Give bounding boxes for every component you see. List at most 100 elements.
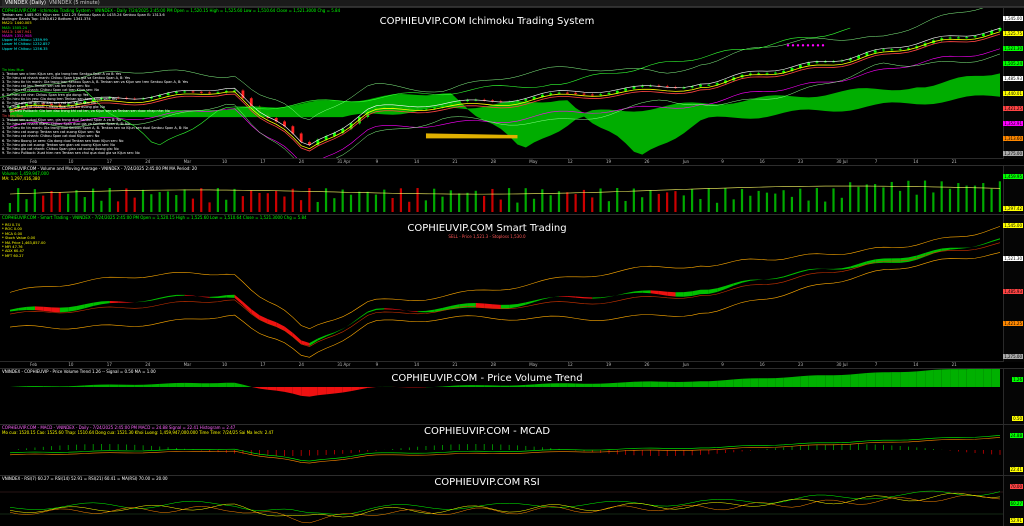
candle-body <box>949 37 952 38</box>
smart-ribbon-segment <box>676 292 684 297</box>
volume-bar <box>125 188 127 212</box>
volume-bar <box>491 189 493 212</box>
smart-values-list: * RSI 0.74* ROC 0.00* MCA 0.00* Stoch Va… <box>2 223 46 258</box>
volume-bar <box>50 191 52 212</box>
smart-ribbon-segment <box>459 303 467 308</box>
smart-ribbon-segment <box>10 308 18 311</box>
smart-ribbon-segment <box>742 280 750 283</box>
ichimoku-watermark: COPHIEUVIP.COM Ichimoku Trading System <box>380 16 595 27</box>
price-axis-label: 1,421.25 <box>1003 106 1023 111</box>
volume-bar <box>799 189 801 212</box>
volume-bar <box>208 202 210 212</box>
pvt-area-segment <box>85 385 93 387</box>
smart-ribbon-segment <box>126 302 134 303</box>
candle-body <box>982 34 985 36</box>
smart-mid-line <box>10 243 1000 347</box>
candle-body <box>707 85 710 86</box>
smart-ribbon-segment <box>517 302 525 307</box>
pvt-area-segment <box>908 371 916 387</box>
candle-body <box>974 36 977 37</box>
pvt-area-segment <box>517 385 525 387</box>
smart-ribbon-segment <box>135 301 143 302</box>
candle-body <box>691 87 694 88</box>
candle-body <box>566 93 569 94</box>
smart-ribbon-segment <box>118 301 126 302</box>
pvt-area-segment <box>468 385 476 387</box>
volume-bar <box>134 198 136 212</box>
smart-trading-panel[interactable]: COPHIEUVIP.COM - Smart Trading - VNINDEX… <box>0 214 1024 362</box>
volume-bar <box>550 195 552 212</box>
volume-bar <box>200 188 202 212</box>
volume-panel[interactable]: COPHIEUVIP.COM - Volume and Moving Avera… <box>0 165 1024 214</box>
volume-bar <box>483 196 485 212</box>
smart-ribbon-segment <box>309 338 317 345</box>
pvt-area-segment <box>750 378 758 387</box>
price-axis-label: 24.88 <box>1010 433 1023 438</box>
pvt-area-segment <box>875 372 883 387</box>
volume-chart[interactable] <box>0 166 1024 214</box>
candle-body <box>200 92 203 93</box>
smart-ribbon-segment <box>226 295 234 298</box>
smart-ribbon-segment <box>609 295 617 297</box>
smart-ribbon-segment <box>426 310 434 313</box>
pvt-panel[interactable]: VNINDEX - COPHIEUVIP - Price Volume Tren… <box>0 368 1024 424</box>
smart-ribbon-segment <box>52 307 60 312</box>
volume-bar <box>375 195 377 212</box>
volume-bar <box>17 188 19 212</box>
smart-ribbon-segment <box>35 306 43 310</box>
price-axis-label: 1,275.00 <box>1003 354 1023 359</box>
smart-subtitle: SELL - Price 1,521.3 - Stoploss 1,530.0 <box>448 234 525 239</box>
pvt-area-segment <box>434 386 442 387</box>
volume-bar <box>807 201 809 212</box>
pvt-area-segment <box>293 387 301 396</box>
smart-ribbon-segment <box>110 301 118 303</box>
smart-ribbon-segment <box>950 248 958 250</box>
ichimoku-panel[interactable]: COPHIEUVIP.COM - Ichimoku Trading System… <box>0 7 1024 159</box>
volume-bar <box>109 188 111 212</box>
pvt-area-segment <box>118 385 126 387</box>
price-axis-label: 1,459.95 <box>1003 174 1023 179</box>
tab-vnindex-5min[interactable]: VNINDEX (5 minute) <box>46 0 103 6</box>
smart-ribbon-segment <box>443 306 451 311</box>
price-axis-label: 60.27 <box>1010 501 1023 506</box>
macd-panel[interactable]: COPHIEUVIP.COM - MACD - VNINDEX - Daily … <box>0 424 1024 475</box>
pvt-area-segment <box>933 369 941 387</box>
pvt-area-segment <box>834 375 842 387</box>
smart-ribbon-segment <box>592 297 600 298</box>
projection-dot <box>812 44 814 46</box>
volume-bar <box>733 199 735 212</box>
smart-ribbon-segment <box>85 303 93 309</box>
volume-bar <box>791 197 793 212</box>
volume-bar <box>874 184 876 212</box>
projection-dot <box>787 44 789 46</box>
pvt-area-segment <box>301 387 309 397</box>
volume-bar <box>982 183 984 212</box>
smart-ribbon-segment <box>210 296 218 298</box>
pvt-area-segment <box>617 382 625 387</box>
projection-dot <box>792 44 794 46</box>
smart-ribbon-segment <box>102 301 110 304</box>
smart-ribbon-segment <box>975 244 983 247</box>
smart-ribbon-segment <box>476 303 484 308</box>
volume-bar <box>192 199 194 212</box>
pvt-area-segment <box>476 385 484 387</box>
tab-vnindex-daily[interactable]: VNINDEX (Daily) <box>2 0 49 6</box>
price-axis-label: 1,505.24 <box>1003 61 1023 66</box>
pvt-area-segment <box>493 385 501 387</box>
pvt-area-segment <box>709 381 717 387</box>
volume-bar <box>774 194 776 212</box>
smart-ribbon-segment <box>684 291 692 296</box>
volume-bar <box>292 189 294 212</box>
rsi-panel[interactable]: VNINDEX - RSI(7) 60.27 = RSI(14) 52.91 =… <box>0 475 1024 526</box>
smart-ribbon-segment <box>567 296 575 297</box>
smart-ribbon-segment <box>767 278 775 279</box>
smart-ribbon-segment <box>293 333 301 344</box>
volume-bar <box>749 196 751 212</box>
pvt-area-segment <box>692 381 700 387</box>
